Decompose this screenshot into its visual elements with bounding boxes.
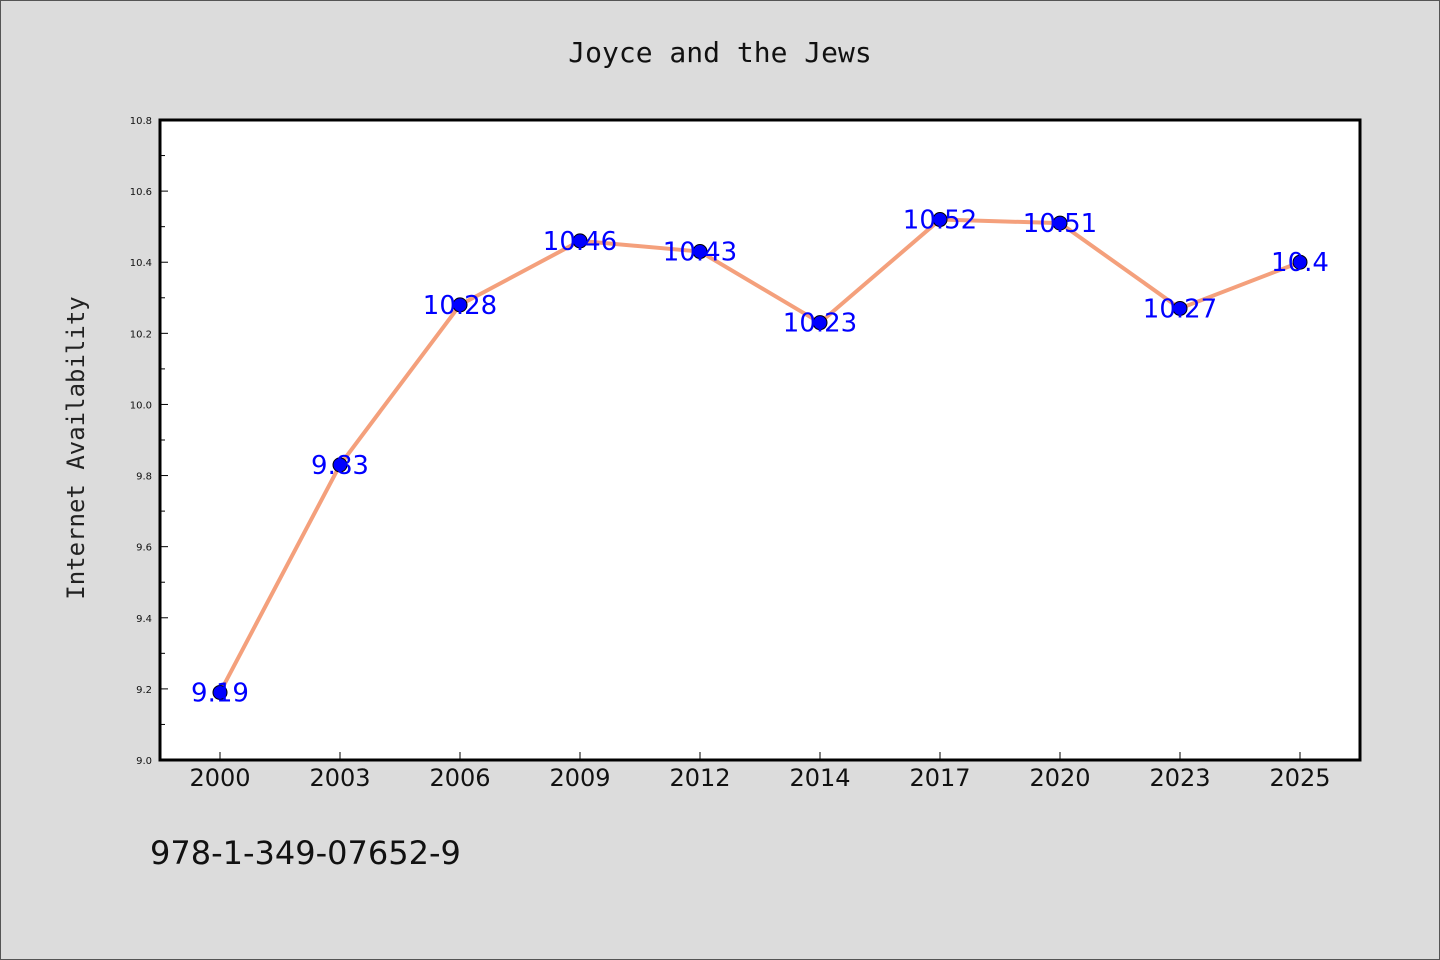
x-tick-label: 2009 — [549, 764, 610, 792]
x-tick-label: 2014 — [789, 764, 850, 792]
x-axis-ticks: 2000 2003 2006 2009 2012 2014 2017 2020 2023 2025 — [189, 752, 1331, 792]
y-tick-label: 9.8 — [136, 472, 152, 483]
data-point — [932, 212, 948, 228]
y-tick-label: 10.0 — [130, 400, 152, 411]
data-label: 10.43 — [663, 238, 737, 268]
data-point — [212, 684, 228, 700]
y-tick-label: 10.6 — [130, 187, 152, 198]
data-label: 9.83 — [311, 451, 369, 481]
data-label: 10.27 — [1143, 294, 1217, 324]
y-tick-label: 10.8 — [130, 116, 152, 127]
plot-area — [158, 118, 1362, 762]
data-label: 9.19 — [191, 678, 249, 708]
data-point — [692, 244, 708, 260]
x-tick-label: 2025 — [1269, 764, 1330, 792]
y-tick-label: 9.2 — [136, 685, 152, 696]
x-tick-label: 2020 — [1029, 764, 1090, 792]
data-label: 10.23 — [783, 309, 857, 339]
chart-title: Joyce and the Jews — [568, 36, 872, 69]
series-line-group — [218, 217, 1301, 694]
marker-group — [212, 212, 1308, 700]
data-point — [1172, 300, 1188, 316]
data-point — [332, 457, 348, 473]
y-tick-label: 10.2 — [130, 329, 152, 340]
x-tick-label: 2006 — [429, 764, 490, 792]
y-axis-ticks: 9.0 9.2 9.4 9.6 9.8 10.0 10.2 10.4 10.6 10.8 — [130, 116, 168, 767]
data-point — [1292, 254, 1308, 270]
series-line — [218, 217, 1301, 694]
x-tick-label: 2012 — [669, 764, 730, 792]
y-tick-label: 9.0 — [136, 756, 152, 767]
y-tick-label: 9.6 — [136, 543, 152, 554]
x-tick-label: 2023 — [1149, 764, 1210, 792]
data-label: 10.52 — [903, 206, 977, 236]
x-tick-label: 2017 — [909, 764, 970, 792]
data-point — [572, 233, 588, 249]
x-tick-label: 2000 — [189, 764, 250, 792]
y-tick-label: 10.4 — [130, 258, 152, 269]
data-label-group: 9.19 9.83 10.28 10.46 10.43 10.23 10.52 10.51 10… — [191, 206, 1329, 709]
data-point — [1052, 215, 1068, 231]
data-label: 10.4 — [1271, 248, 1329, 278]
y-tick-label: 9.4 — [136, 614, 152, 625]
data-label: 10.28 — [423, 291, 497, 321]
data-label: 10.51 — [1023, 209, 1097, 239]
data-point — [812, 315, 828, 331]
x-tick-label: 2003 — [309, 764, 370, 792]
data-point — [452, 297, 468, 313]
isbn-annotation: 978-1-349-07652-9 — [150, 834, 461, 872]
data-label: 10.46 — [543, 227, 617, 257]
